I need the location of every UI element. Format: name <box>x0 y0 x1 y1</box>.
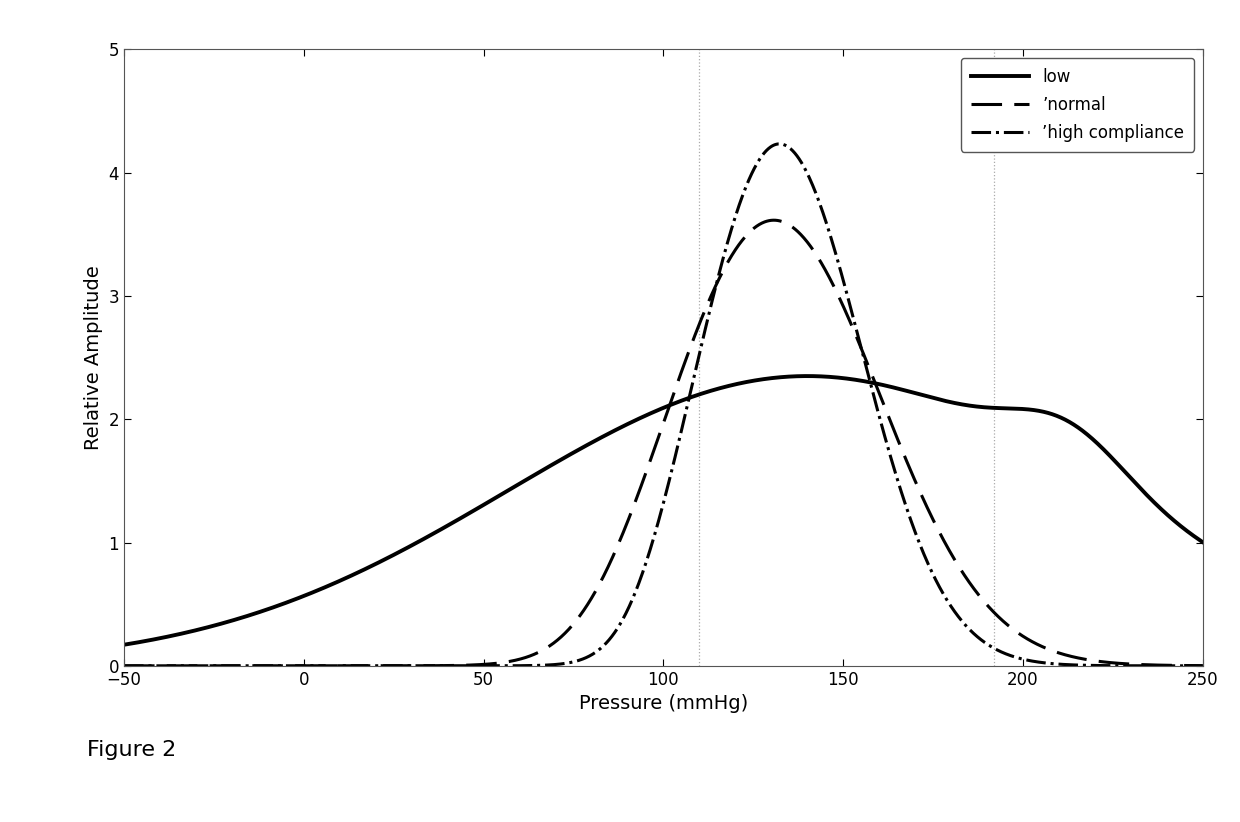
low <box>641 409 656 419</box>
’high compliance <box>613 619 627 629</box>
’normal <box>117 661 131 671</box>
low <box>800 371 815 381</box>
’high compliance <box>1195 661 1210 671</box>
’high compliance <box>171 661 186 671</box>
Legend: low, ’normal, ’high compliance: low, ’normal, ’high compliance <box>961 58 1194 151</box>
Y-axis label: Relative Amplitude: Relative Amplitude <box>84 266 103 450</box>
’high compliance <box>1164 661 1179 671</box>
low <box>966 401 981 411</box>
low <box>1164 514 1179 524</box>
’normal <box>966 584 981 593</box>
low <box>1195 538 1210 547</box>
’normal <box>1164 660 1179 670</box>
’high compliance <box>1164 661 1179 671</box>
’normal <box>613 535 627 545</box>
Line: ’high compliance: ’high compliance <box>124 144 1203 666</box>
low <box>1164 514 1179 524</box>
’normal <box>171 661 186 671</box>
low <box>613 423 627 432</box>
Line: low: low <box>124 376 1203 644</box>
Text: Figure 2: Figure 2 <box>87 740 176 760</box>
’high compliance <box>641 550 656 560</box>
’normal <box>641 460 656 470</box>
low <box>171 630 186 640</box>
X-axis label: Pressure (mmHg): Pressure (mmHg) <box>579 695 748 713</box>
’high compliance <box>966 629 981 639</box>
’normal <box>766 215 781 225</box>
low <box>117 640 131 649</box>
’high compliance <box>771 139 786 149</box>
’high compliance <box>117 661 131 671</box>
’normal <box>1164 660 1179 670</box>
’normal <box>1195 661 1210 671</box>
Line: ’normal: ’normal <box>124 220 1203 666</box>
